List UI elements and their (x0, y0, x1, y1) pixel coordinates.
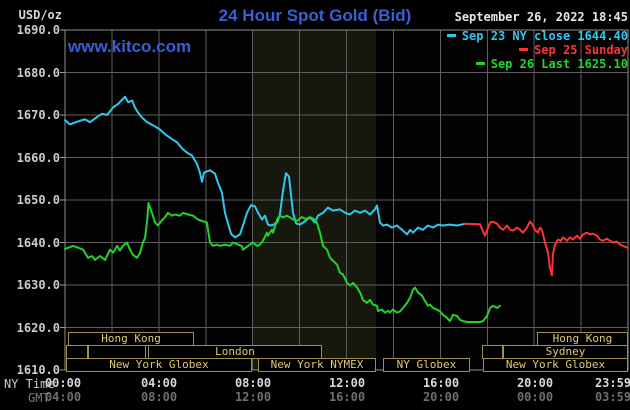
x-tick-gmt: 00:00 (516, 390, 554, 404)
y-tick-label: 1640.0 (16, 235, 60, 250)
y-tick-label: 1650.0 (16, 193, 60, 207)
x-tick-ny-time: 12:00 (328, 376, 366, 390)
session-box-london: London (148, 345, 323, 359)
session-box-sydney: Sydney (502, 345, 628, 359)
x-tick-gmt: 08:00 (140, 390, 178, 404)
x-tick-ny-time: 08:00 (234, 376, 272, 390)
legend: Sep 23 NY close 1644.40 Sep 25 Sunday Sep … (446, 29, 628, 71)
legend-label: Sep 23 NY close 1644.40 (461, 29, 628, 43)
legend-dash-icon (475, 62, 485, 65)
session-box-ny-globex: NY Globex (383, 358, 470, 372)
legend-dash-icon (446, 34, 456, 37)
legend-label: Sep 26 Last 1625.10 (490, 57, 628, 71)
legend-item-2: Sep 26 Last 1625.10 (447, 57, 628, 71)
session-box-new-york-globex: New York Globex (65, 358, 252, 372)
x-tick-gmt: 12:00 (234, 390, 272, 404)
session-box-empty (87, 345, 146, 359)
x-tick-ny-time: 04:00 (140, 376, 178, 390)
series-line-1 (464, 220, 629, 277)
y-tick-label: 1690.0 (16, 23, 60, 37)
y-tick-label: 1630.0 (16, 278, 60, 292)
page-title: 24 Hour Spot Gold (Bid) (218, 6, 412, 25)
x-tick-ny-time: 20:00 (516, 376, 554, 390)
y-tick-label: 1670.0 (16, 108, 60, 122)
y-tick-label: 1620.0 (16, 320, 60, 335)
session-box-hong-kong: Hong Kong (68, 332, 195, 346)
chart-datetime: September 26, 2022 18:45 (454, 10, 628, 24)
x-tick-gmt: 03:59 (594, 390, 630, 404)
session-box-new-york-globex: New York Globex (483, 358, 628, 372)
session-box-hong-kong: Hong Kong (536, 332, 628, 346)
series-line-0 (64, 95, 466, 239)
legend-item-1: Sep 25 Sunday (447, 43, 628, 57)
legend-item-0: Sep 23 NY close 1644.40 (446, 29, 628, 43)
x-tick-gmt: 20:00 (422, 390, 460, 404)
session-box-empty (65, 345, 88, 359)
gmt-axis-label: GMT (28, 391, 50, 405)
legend-dash-icon (519, 48, 529, 51)
x-tick-ny-time: 16:00 (422, 376, 460, 390)
x-tick-ny-time: 00:00 (44, 376, 82, 390)
y-axis-units-label: USD/oz (18, 8, 62, 22)
y-tick-label: 1660.0 (16, 150, 60, 165)
session-box-empty (482, 345, 503, 359)
kitco-watermark-link[interactable]: www.kitco.com (68, 37, 192, 56)
session-box-new-york-nymex: New York NYMEX (258, 358, 377, 372)
y-tick-label: 1610.0 (16, 363, 60, 377)
series-line-2 (64, 202, 501, 323)
x-tick-ny-time: 23:59 (594, 376, 630, 390)
x-tick-gmt: 04:00 (44, 390, 82, 404)
y-tick-label: 1680.0 (16, 65, 60, 80)
legend-label: Sep 25 Sunday (534, 43, 628, 57)
ny-time-axis-label: NY Time (4, 377, 55, 391)
x-tick-gmt: 16:00 (328, 390, 366, 404)
